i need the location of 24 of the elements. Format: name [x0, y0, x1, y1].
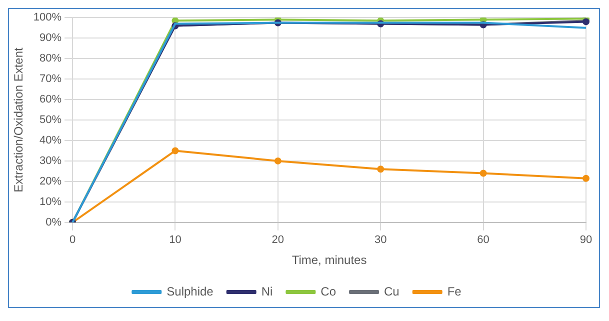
- legend-label: Ni: [261, 284, 273, 298]
- x-tick-label: 60: [477, 234, 490, 246]
- y-tick-label: 0%: [46, 216, 62, 228]
- x-axis-title: Time, minutes: [292, 253, 367, 268]
- y-tick-label: 10%: [40, 196, 62, 208]
- y-tick-label: 90%: [40, 32, 62, 44]
- x-tick-label: 20: [272, 234, 284, 246]
- y-axis-title: Extraction/Oxidation Extent: [12, 46, 26, 192]
- x-tick-label: 10: [169, 234, 182, 246]
- y-tick-label: 20%: [40, 175, 62, 188]
- y-tick-label: 70%: [40, 73, 62, 86]
- x-tick-label: 0: [69, 234, 76, 246]
- legend-label: Sulphide: [166, 284, 214, 298]
- y-tick-label: 30%: [40, 154, 62, 167]
- x-tick-label: 30: [374, 234, 387, 246]
- y-tick-label: 80%: [40, 52, 62, 65]
- legend-label: Co: [320, 284, 336, 298]
- y-tick-label: 100%: [33, 12, 62, 24]
- y-tick-label: 40%: [40, 134, 62, 147]
- legend-label: Fe: [447, 284, 462, 298]
- legend-label: Cu: [384, 284, 400, 298]
- x-tick-label: 90: [580, 234, 592, 246]
- y-tick-label: 50%: [40, 114, 62, 126]
- y-tick-label: 60%: [40, 94, 62, 106]
